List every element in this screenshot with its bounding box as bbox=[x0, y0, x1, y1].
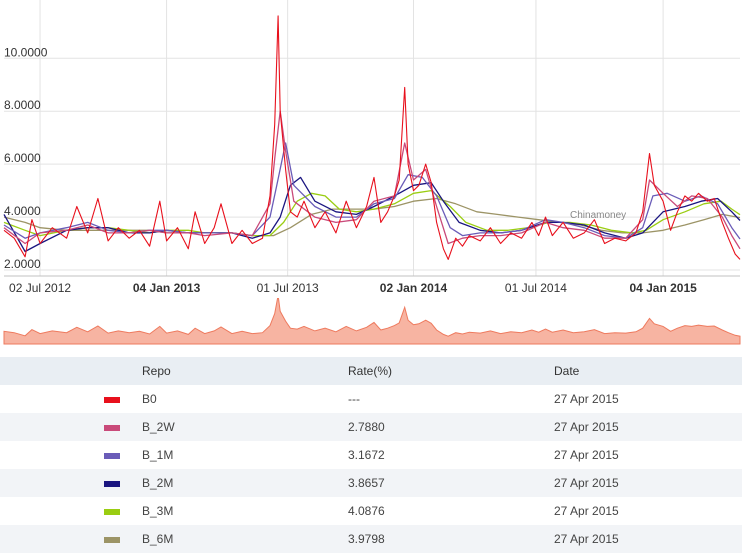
cell-rate: 3.9798 bbox=[348, 525, 554, 553]
series-swatch-b6m bbox=[104, 536, 120, 543]
y-tick-label: 2.0000 bbox=[4, 257, 41, 271]
y-tick-label: 6.0000 bbox=[4, 151, 41, 165]
series-line-b1m bbox=[3, 142, 741, 240]
cell-date: 27 Apr 2015 bbox=[554, 448, 619, 462]
cell-rate: --- bbox=[348, 392, 360, 406]
x-tick-label: 04 Jan 2015 bbox=[629, 281, 697, 295]
repo-rate-table: Repo Rate(%) Date B0 --- 27 Apr 2015 B_2… bbox=[0, 357, 742, 553]
header-repo: Repo bbox=[142, 357, 348, 385]
x-axis-ticks: 02 Jul 2012 04 Jan 2013 01 Jul 2013 02 Jan … bbox=[9, 281, 697, 295]
header-date: Date bbox=[554, 357, 742, 385]
series-swatch-b2w bbox=[104, 424, 120, 431]
y-tick-label: 4.0000 bbox=[4, 204, 41, 218]
table-header-row: Repo Rate(%) Date bbox=[0, 357, 742, 385]
series-swatch-b1m bbox=[104, 452, 120, 459]
cell-date: 27 Apr 2015 bbox=[554, 504, 619, 518]
x-tick-label: 01 Jul 2014 bbox=[505, 281, 567, 295]
cell-repo: B_3M bbox=[142, 504, 174, 518]
cell-rate: 3.1672 bbox=[348, 448, 385, 462]
cell-repo: B_1M bbox=[142, 448, 174, 462]
table-row: B0 --- 27 Apr 2015 bbox=[0, 385, 742, 413]
x-tick-label: 04 Jan 2013 bbox=[133, 281, 201, 295]
table-row: B_3M 4.0876 27 Apr 2015 bbox=[0, 497, 742, 525]
cell-date: 27 Apr 2015 bbox=[554, 525, 742, 553]
navigator-chart[interactable] bbox=[0, 298, 742, 348]
table-row: B_2W 2.7880 27 Apr 2015 bbox=[0, 413, 742, 441]
cell-repo: B_2M bbox=[142, 469, 348, 497]
series-swatch-b2m bbox=[104, 480, 120, 487]
main-line-chart: 2.0000 4.0000 6.0000 8.0000 10.0000 02 Jul 2… bbox=[3, 0, 741, 295]
header-rate: Rate(%) bbox=[348, 357, 554, 385]
x-tick-label: 02 Jan 2014 bbox=[380, 281, 448, 295]
y-tick-label: 10.0000 bbox=[4, 45, 48, 59]
cell-date: 27 Apr 2015 bbox=[554, 469, 742, 497]
table-row: B_2M 3.8657 27 Apr 2015 bbox=[0, 469, 742, 497]
table-row: B_1M 3.1672 27 Apr 2015 bbox=[0, 441, 742, 469]
cell-repo: B_6M bbox=[142, 525, 348, 553]
cell-repo: B_2W bbox=[142, 413, 348, 441]
chart-watermark: Chinamoney bbox=[570, 210, 626, 221]
series-lines bbox=[3, 15, 741, 260]
cell-rate: 3.8657 bbox=[348, 469, 554, 497]
cell-date: 27 Apr 2015 bbox=[554, 392, 619, 406]
table-row: B_6M 3.9798 27 Apr 2015 bbox=[0, 525, 742, 553]
chart-grid bbox=[4, 0, 740, 277]
cell-repo: B0 bbox=[142, 392, 157, 406]
cell-rate: 4.0876 bbox=[348, 504, 385, 518]
cell-date: 27 Apr 2015 bbox=[554, 413, 742, 441]
x-tick-label: 02 Jul 2012 bbox=[9, 281, 71, 295]
series-swatch-b0 bbox=[104, 396, 120, 403]
y-axis-ticks: 2.0000 4.0000 6.0000 8.0000 10.0000 bbox=[4, 45, 48, 271]
series-line-b0 bbox=[3, 15, 741, 260]
x-tick-label: 01 Jul 2013 bbox=[257, 281, 319, 295]
navigator-area bbox=[3, 298, 741, 345]
series-line-b3m bbox=[3, 189, 741, 237]
y-tick-label: 8.0000 bbox=[4, 98, 41, 112]
series-swatch-b3m bbox=[104, 508, 120, 515]
cell-rate: 2.7880 bbox=[348, 413, 554, 441]
series-line-b2m bbox=[3, 176, 741, 253]
